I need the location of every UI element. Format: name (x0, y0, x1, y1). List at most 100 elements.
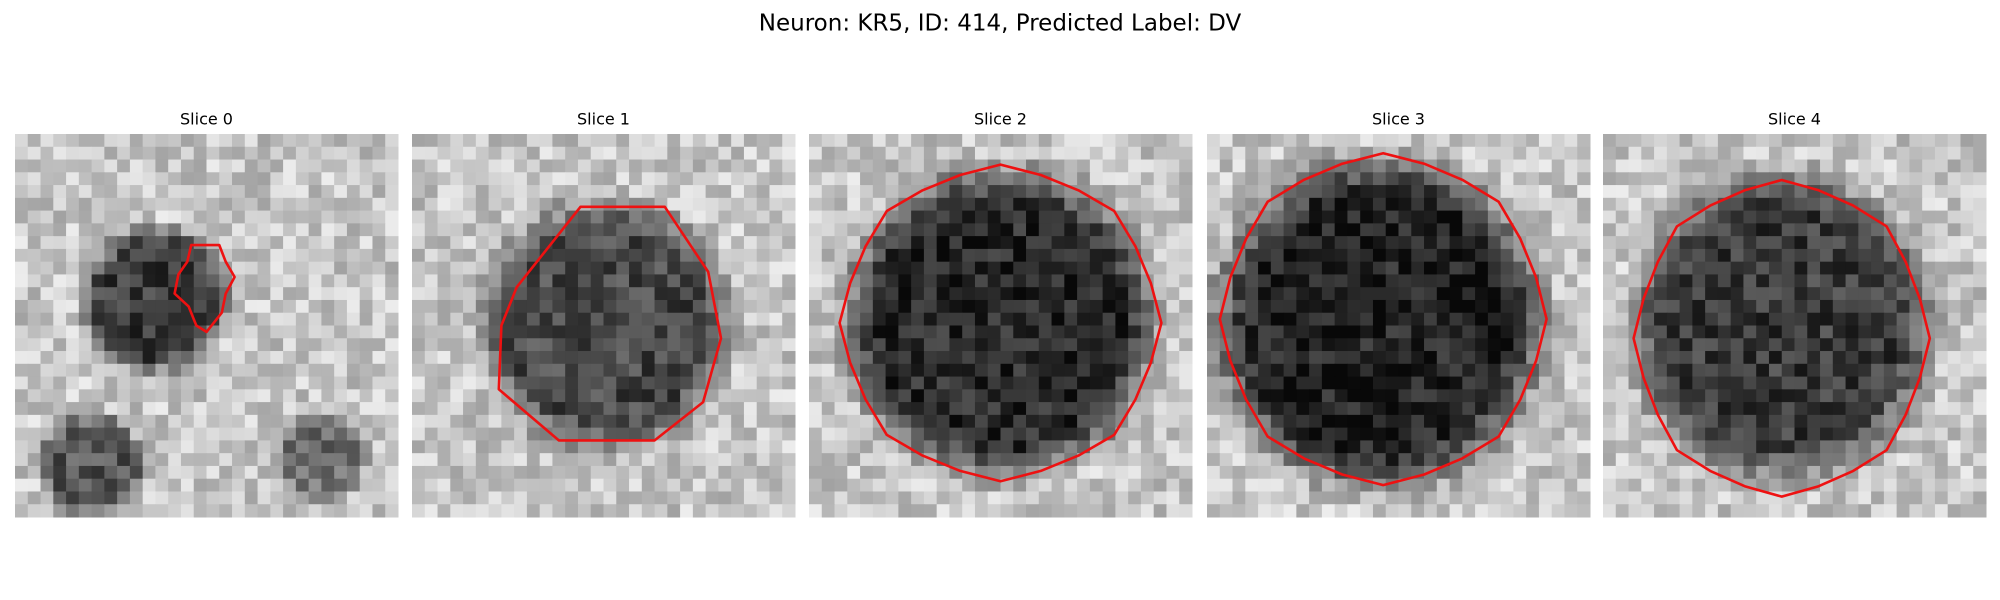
pixel (1781, 453, 1795, 467)
pixel (1577, 236, 1591, 250)
pixel (424, 261, 439, 275)
pixel (91, 478, 105, 492)
pixel (142, 427, 156, 441)
pixel (1794, 312, 1808, 326)
pixel (1000, 389, 1014, 403)
pixel (334, 236, 348, 250)
pixel (782, 440, 796, 454)
pixel (1347, 223, 1361, 237)
pixel (1922, 465, 1936, 480)
pixel (1398, 185, 1412, 199)
pixel (385, 236, 399, 250)
pixel (616, 185, 630, 199)
pixel (1385, 312, 1399, 326)
pixel (232, 453, 246, 467)
pixel (1577, 465, 1591, 480)
pixel (1730, 351, 1744, 365)
pixel (1462, 236, 1476, 250)
pixel (1245, 299, 1259, 314)
pixel (1564, 363, 1578, 378)
pixel (295, 363, 310, 378)
pixel (180, 491, 195, 505)
pixel (552, 478, 566, 492)
pixel (898, 491, 912, 505)
pixel (1179, 210, 1193, 224)
pixel (1219, 427, 1234, 441)
pixel (1283, 414, 1297, 429)
pixel (117, 146, 131, 161)
pixel (66, 134, 80, 148)
pixel (1820, 134, 1834, 148)
pixel (1102, 363, 1116, 378)
pixel (1577, 389, 1591, 403)
pixel (334, 453, 348, 467)
pixel (1768, 338, 1783, 352)
pixel (1845, 261, 1859, 275)
pixel (1538, 504, 1553, 518)
pixel (1934, 312, 1949, 326)
pixel (1794, 274, 1808, 288)
pixel (1385, 363, 1399, 378)
pixel (180, 312, 195, 326)
pixel (1475, 287, 1489, 301)
pixel (949, 414, 963, 429)
pixel (501, 414, 515, 429)
pixel (1922, 287, 1936, 301)
pixel (1603, 363, 1617, 378)
pixel (962, 363, 976, 378)
pixel (91, 338, 105, 352)
pixel (1270, 248, 1285, 263)
pixel (1947, 134, 1961, 148)
pixel (718, 236, 732, 250)
pixel (641, 351, 656, 365)
pixel (27, 197, 42, 212)
pixel (885, 478, 899, 492)
pixel (743, 453, 758, 467)
pixel (962, 504, 976, 518)
pixel (1679, 312, 1693, 326)
pixel (1564, 440, 1578, 454)
pixel (616, 274, 630, 288)
pixel (1334, 338, 1348, 352)
pixel (321, 172, 335, 186)
pixel (437, 389, 451, 403)
pixel (923, 236, 938, 250)
pixel (1153, 427, 1167, 441)
pixel (1140, 402, 1155, 416)
pixel (1000, 325, 1014, 339)
pixel (1615, 287, 1630, 301)
pixel (78, 274, 93, 288)
pixel (129, 223, 144, 237)
pixel (949, 134, 963, 148)
pixel (1794, 363, 1808, 378)
pixel (1743, 223, 1757, 237)
pixel (641, 159, 656, 173)
pixel (1654, 351, 1668, 365)
pixel (475, 210, 490, 224)
pixel (590, 478, 604, 492)
pixel (1207, 236, 1221, 250)
pixel (1424, 287, 1438, 301)
pixel (219, 159, 233, 173)
pixel (936, 427, 950, 441)
pixel (1372, 351, 1387, 365)
pixel (1360, 159, 1374, 173)
pixel (1551, 491, 1565, 505)
pixel (142, 185, 156, 199)
pixel (1794, 261, 1808, 275)
pixel (359, 453, 373, 467)
pixel (1909, 491, 1923, 505)
pixel (1436, 261, 1451, 275)
pixel (1973, 491, 1987, 505)
pixel (1436, 363, 1451, 378)
pixel (219, 134, 233, 148)
pixel (1883, 159, 1898, 173)
pixel (1551, 414, 1565, 429)
pixel (1462, 248, 1476, 263)
pixel (692, 274, 707, 288)
pixel (372, 287, 386, 301)
pixel (1051, 159, 1065, 173)
pixel (1615, 427, 1630, 441)
pixel (514, 299, 528, 314)
pixel (1436, 312, 1451, 326)
